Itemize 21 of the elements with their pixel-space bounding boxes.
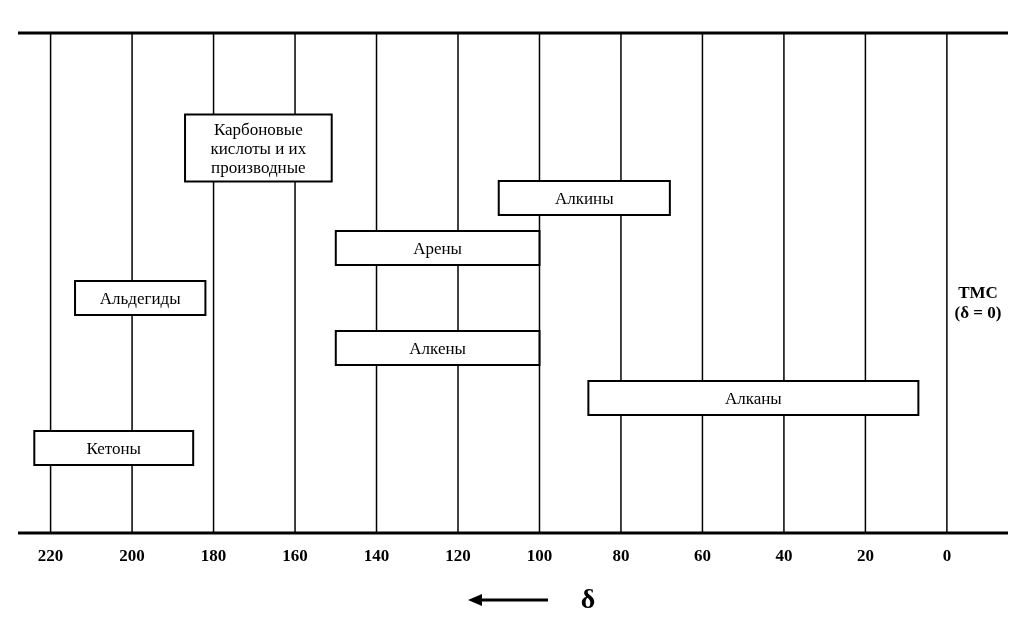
x-axis-title: δ [580, 583, 596, 614]
y-tick-label: Кетоны [86, 438, 142, 458]
x-tick-label: 100 [526, 546, 553, 565]
x-tick-label: 40 [775, 546, 793, 565]
x-tick-label: 80 [612, 546, 630, 565]
x-tick-label: 180 [200, 546, 227, 565]
y-tick-label: Алканы [724, 388, 783, 408]
x-tick-label: 120 [445, 546, 471, 565]
y-tick-label: Алкены [409, 338, 467, 358]
x-tick-label: 220 [37, 546, 64, 565]
y-tick-label: Карбоновые кислоты и их производные [210, 119, 307, 177]
x-tick-label: 0 [942, 546, 952, 565]
x-tick-label: 160 [282, 546, 308, 565]
y-tick-label: Арены [413, 238, 463, 258]
x-tick-label: 200 [119, 546, 145, 565]
y-tick-label: Алкины [554, 188, 615, 208]
annotation: ТМС (δ = 0) [954, 283, 1002, 322]
y-tick-label: Альдегиды [99, 288, 182, 308]
x-tick-label: 140 [363, 546, 390, 565]
x-tick-label: 20 [856, 546, 874, 565]
x-tick-label: 60 [693, 546, 711, 565]
